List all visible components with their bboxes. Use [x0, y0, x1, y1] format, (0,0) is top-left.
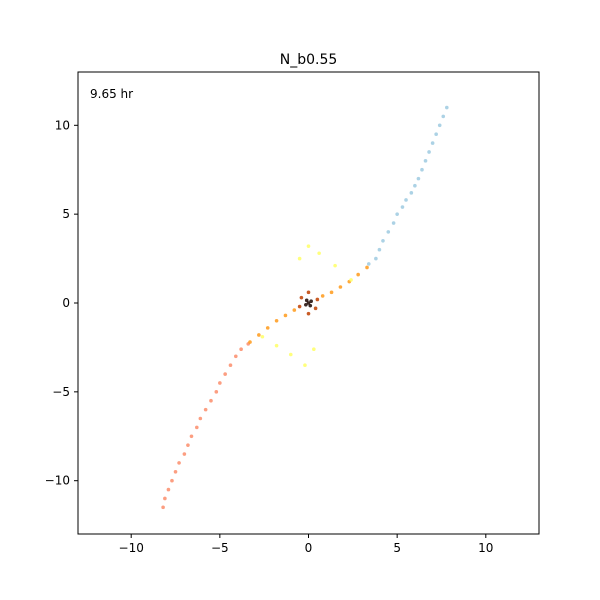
data-point — [333, 263, 337, 268]
data-point — [366, 262, 371, 266]
data-point — [248, 340, 252, 344]
data-point — [416, 176, 421, 181]
y-tick-label: 10 — [55, 118, 70, 132]
data-point — [274, 343, 279, 348]
data-point — [283, 313, 288, 318]
data-point — [234, 354, 238, 359]
data-point — [186, 443, 190, 447]
data-point — [203, 407, 208, 412]
y-tick-label: 5 — [62, 207, 70, 221]
data-point — [306, 290, 311, 295]
data-point — [292, 308, 297, 312]
data-point — [413, 183, 417, 188]
data-point — [312, 347, 316, 352]
data-point — [374, 256, 378, 261]
data-point — [257, 333, 261, 337]
data-point — [304, 298, 309, 303]
data-point — [223, 372, 227, 376]
data-point — [173, 470, 178, 474]
x-tick-label: 5 — [393, 541, 401, 555]
data-point — [400, 205, 405, 209]
x-tick-label: 10 — [478, 541, 493, 555]
points-layer — [161, 105, 449, 510]
data-point — [404, 198, 408, 202]
x-tick-label: 0 — [305, 541, 313, 555]
data-point — [409, 191, 414, 195]
chart-title: N_b0.55 — [280, 52, 338, 68]
data-point — [288, 352, 293, 357]
data-point — [329, 290, 334, 295]
data-point — [427, 150, 431, 154]
y-tick-label: 0 — [62, 296, 70, 310]
data-point — [182, 452, 187, 456]
data-point — [303, 363, 307, 367]
time-annotation: 9.65 hr — [90, 87, 133, 101]
data-point — [297, 304, 302, 309]
x-tick-label: −5 — [211, 541, 229, 555]
data-point — [386, 230, 391, 234]
data-point — [228, 363, 233, 367]
data-point — [239, 347, 243, 352]
data-point — [306, 311, 311, 316]
data-point — [260, 334, 265, 339]
data-point — [218, 381, 222, 385]
y-tick-label: −5 — [52, 385, 70, 399]
data-point — [395, 212, 399, 216]
data-point — [445, 105, 449, 110]
x-tick-label: −10 — [119, 541, 144, 555]
data-point — [430, 141, 435, 145]
data-point — [313, 306, 318, 311]
data-point — [299, 295, 304, 300]
data-point — [306, 301, 311, 305]
data-point — [338, 285, 343, 289]
data-point — [195, 425, 199, 430]
data-point — [189, 434, 194, 439]
data-point — [166, 487, 171, 492]
data-point — [214, 390, 219, 394]
data-point — [209, 398, 213, 403]
data-point — [177, 461, 181, 465]
data-point — [420, 167, 424, 172]
data-point — [308, 303, 313, 308]
data-point — [315, 297, 320, 302]
data-point — [297, 256, 302, 261]
data-point — [198, 416, 203, 421]
data-point — [381, 239, 385, 243]
data-point — [320, 294, 325, 298]
data-point — [377, 247, 382, 252]
data-point — [161, 505, 165, 510]
data-point — [391, 221, 396, 225]
data-point — [163, 496, 167, 501]
y-axis-ticks: −10 −5 0 5 10 — [45, 118, 78, 488]
data-point — [309, 299, 313, 304]
data-point — [317, 251, 321, 256]
y-tick-label: −10 — [45, 474, 70, 488]
data-point — [434, 132, 438, 136]
data-point — [306, 244, 311, 248]
data-point — [441, 114, 446, 119]
data-point — [437, 123, 442, 128]
data-point — [365, 265, 369, 270]
data-point — [304, 302, 308, 307]
data-point — [274, 318, 279, 323]
data-point — [356, 272, 360, 277]
x-axis-ticks: −10 −5 0 5 10 — [119, 534, 493, 555]
data-point — [265, 326, 270, 330]
data-point — [170, 478, 174, 483]
data-point — [349, 278, 353, 282]
data-point — [423, 159, 428, 163]
